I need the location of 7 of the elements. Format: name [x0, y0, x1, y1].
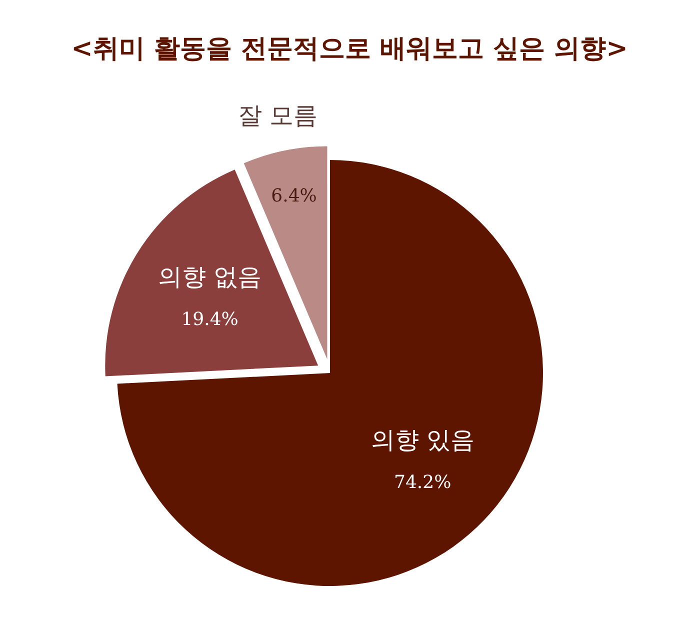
data-label: 19.4%	[181, 308, 238, 330]
data-label: 6.4%	[271, 185, 317, 206]
slice-label: 의향 없음	[158, 262, 262, 291]
data-label: 74.2%	[394, 472, 452, 494]
slice-label: 의향 있음	[370, 426, 474, 454]
chart-title: <취미 활동을 전문적으로 배워보고 싶은 의향>	[71, 34, 628, 64]
slice-label: 잘 모름	[238, 101, 318, 130]
